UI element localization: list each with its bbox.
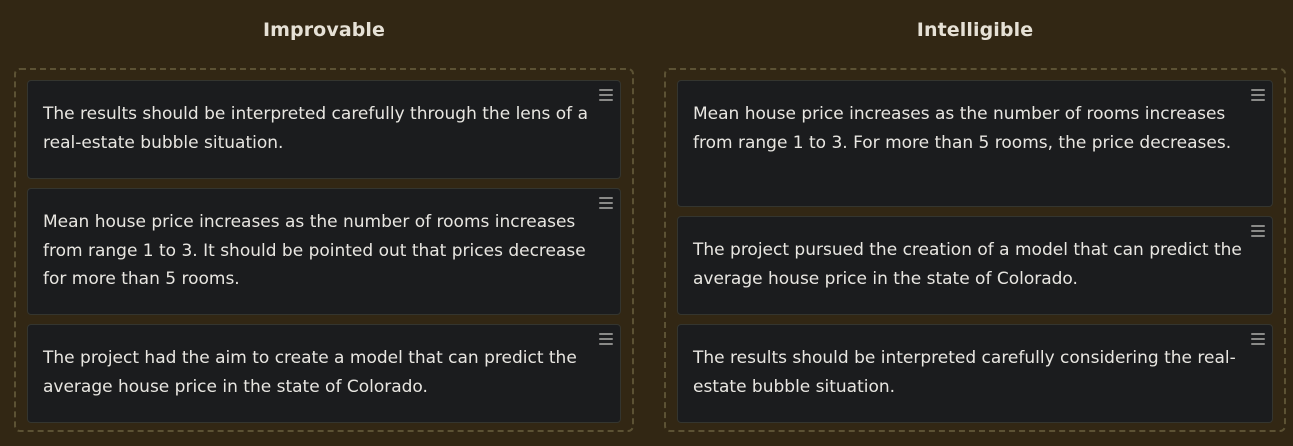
drag-handle-icon[interactable] — [1251, 225, 1265, 237]
dropzone-intelligible[interactable]: Mean house price increases as the number… — [664, 68, 1286, 432]
drag-handle-icon[interactable] — [1251, 89, 1265, 101]
column-title-improvable: Improvable — [262, 19, 386, 41]
card-text: The results should be interpreted carefu… — [693, 348, 1236, 397]
column-intelligible: Intelligible Mean house price increases … — [664, 0, 1286, 446]
card-text: Mean house price increases as the number… — [693, 104, 1232, 153]
drag-handle-icon[interactable] — [599, 197, 613, 209]
dropzone-improvable[interactable]: The results should be interpreted carefu… — [14, 68, 634, 432]
card-text: The project had the aim to create a mode… — [43, 348, 577, 397]
draggable-card[interactable]: The project had the aim to create a mode… — [27, 324, 621, 423]
card-text: The project pursued the creation of a mo… — [693, 240, 1242, 289]
card-text: Mean house price increases as the number… — [43, 212, 586, 289]
draggable-card[interactable]: The project pursued the creation of a mo… — [677, 216, 1273, 315]
draggable-card[interactable]: Mean house price increases as the number… — [27, 188, 621, 315]
draggable-card[interactable]: The results should be interpreted carefu… — [677, 324, 1273, 423]
drag-handle-icon[interactable] — [1251, 333, 1265, 345]
card-text: The results should be interpreted carefu… — [43, 104, 588, 153]
drag-handle-icon[interactable] — [599, 333, 613, 345]
column-improvable: Improvable The results should be interpr… — [14, 0, 634, 446]
drag-handle-icon[interactable] — [599, 89, 613, 101]
draggable-card[interactable]: Mean house price increases as the number… — [677, 80, 1273, 207]
draggable-card[interactable]: The results should be interpreted carefu… — [27, 80, 621, 179]
column-title-intelligible: Intelligible — [916, 19, 1034, 41]
